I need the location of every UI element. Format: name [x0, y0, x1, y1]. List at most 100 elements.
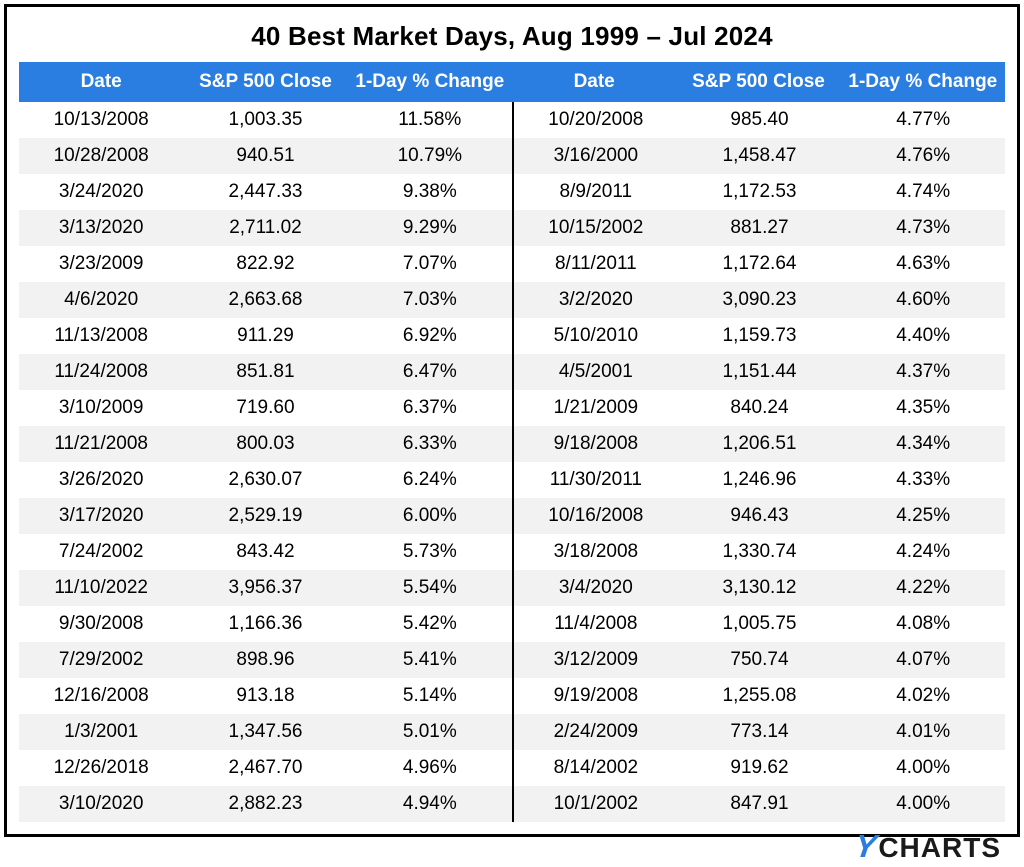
table-row: 9/19/20081,255.084.02%	[514, 678, 1005, 714]
table-row: 9/18/20081,206.514.34%	[514, 426, 1005, 462]
cell-date: 5/10/2010	[514, 325, 678, 347]
cell-change: 4.08%	[841, 613, 1005, 635]
cell-change: 4.00%	[841, 793, 1005, 815]
cell-change: 4.74%	[841, 181, 1005, 203]
cell-date: 10/28/2008	[19, 145, 183, 167]
cell-change: 7.03%	[348, 289, 512, 311]
table-row: 4/6/20202,663.687.03%	[19, 282, 512, 318]
cell-change: 4.77%	[841, 109, 1005, 131]
table-title: 40 Best Market Days, Aug 1999 – Jul 2024	[19, 17, 1005, 62]
cell-date: 3/10/2020	[19, 793, 183, 815]
cell-close: 1,005.75	[678, 613, 842, 635]
cell-change: 9.29%	[348, 217, 512, 239]
cell-date: 10/16/2008	[514, 505, 678, 527]
cell-close: 1,151.44	[678, 361, 842, 383]
cell-change: 4.34%	[841, 433, 1005, 455]
cell-date: 3/13/2020	[19, 217, 183, 239]
cell-change: 4.40%	[841, 325, 1005, 347]
cell-close: 1,255.08	[678, 685, 842, 707]
cell-date: 4/5/2001	[514, 361, 678, 383]
cell-change: 4.01%	[841, 721, 1005, 743]
cell-close: 851.81	[183, 361, 347, 383]
cell-close: 2,467.70	[183, 757, 347, 779]
cell-close: 1,347.56	[183, 721, 347, 743]
cell-change: 4.35%	[841, 397, 1005, 419]
cell-date: 3/16/2000	[514, 145, 678, 167]
cell-date: 11/13/2008	[19, 325, 183, 347]
col-header-close-right: S&P 500 Close	[676, 71, 840, 93]
cell-close: 2,447.33	[183, 181, 347, 203]
table-row: 9/30/20081,166.365.42%	[19, 606, 512, 642]
table-row: 8/14/2002919.624.00%	[514, 750, 1005, 786]
cell-date: 2/24/2009	[514, 721, 678, 743]
col-header-change-right: 1-Day % Change	[841, 71, 1005, 93]
table-row: 3/4/20203,130.124.22%	[514, 570, 1005, 606]
cell-change: 9.38%	[348, 181, 512, 203]
table-left-block: 10/13/20081,003.3511.58%10/28/2008940.51…	[19, 102, 512, 822]
cell-change: 6.47%	[348, 361, 512, 383]
cell-close: 2,529.19	[183, 505, 347, 527]
cell-date: 1/21/2009	[514, 397, 678, 419]
cell-change: 4.37%	[841, 361, 1005, 383]
cell-date: 10/20/2008	[514, 109, 678, 131]
table-row: 12/16/2008913.185.14%	[19, 678, 512, 714]
cell-date: 8/9/2011	[514, 181, 678, 203]
cell-close: 1,166.36	[183, 613, 347, 635]
cell-date: 3/12/2009	[514, 649, 678, 671]
cell-close: 913.18	[183, 685, 347, 707]
cell-close: 1,172.64	[678, 253, 842, 275]
cell-close: 843.42	[183, 541, 347, 563]
cell-change: 4.60%	[841, 289, 1005, 311]
cell-date: 10/1/2002	[514, 793, 678, 815]
cell-change: 5.42%	[348, 613, 512, 635]
cell-date: 9/19/2008	[514, 685, 678, 707]
cell-change: 6.37%	[348, 397, 512, 419]
cell-change: 5.73%	[348, 541, 512, 563]
table-row: 8/11/20111,172.644.63%	[514, 246, 1005, 282]
cell-date: 3/17/2020	[19, 505, 183, 527]
logo-text: CHARTS	[878, 832, 1001, 864]
table-row: 3/13/20202,711.029.29%	[19, 210, 512, 246]
cell-change: 5.41%	[348, 649, 512, 671]
cell-change: 4.94%	[348, 793, 512, 815]
table-row: 11/10/20223,956.375.54%	[19, 570, 512, 606]
table-row: 3/16/20001,458.474.76%	[514, 138, 1005, 174]
table-row: 8/9/20111,172.534.74%	[514, 174, 1005, 210]
cell-close: 800.03	[183, 433, 347, 455]
cell-change: 4.76%	[841, 145, 1005, 167]
cell-date: 12/16/2008	[19, 685, 183, 707]
table-row: 5/10/20101,159.734.40%	[514, 318, 1005, 354]
cell-close: 822.92	[183, 253, 347, 275]
cell-change: 5.01%	[348, 721, 512, 743]
cell-change: 4.07%	[841, 649, 1005, 671]
logo-accent-letter: Y	[852, 828, 880, 865]
cell-date: 1/3/2001	[19, 721, 183, 743]
table-header-row: Date S&P 500 Close 1-Day % Change Date S…	[19, 62, 1005, 102]
table-row: 7/24/2002843.425.73%	[19, 534, 512, 570]
cell-date: 7/24/2002	[19, 541, 183, 563]
cell-date: 7/29/2002	[19, 649, 183, 671]
cell-close: 898.96	[183, 649, 347, 671]
col-header-close-left: S&P 500 Close	[183, 71, 347, 93]
table-row: 3/10/2009719.606.37%	[19, 390, 512, 426]
cell-date: 4/6/2020	[19, 289, 183, 311]
table-row: 3/17/20202,529.196.00%	[19, 498, 512, 534]
cell-date: 3/2/2020	[514, 289, 678, 311]
cell-close: 1,172.53	[678, 181, 842, 203]
cell-date: 11/4/2008	[514, 613, 678, 635]
cell-close: 750.74	[678, 649, 842, 671]
table-row: 1/3/20011,347.565.01%	[19, 714, 512, 750]
footer: Y CHARTS	[19, 822, 1005, 867]
table-row: 11/30/20111,246.964.33%	[514, 462, 1005, 498]
cell-change: 5.14%	[348, 685, 512, 707]
cell-close: 840.24	[678, 397, 842, 419]
table-row: 12/26/20182,467.704.96%	[19, 750, 512, 786]
cell-close: 911.29	[183, 325, 347, 347]
cell-date: 11/21/2008	[19, 433, 183, 455]
table-row: 2/24/2009773.144.01%	[514, 714, 1005, 750]
cell-date: 10/13/2008	[19, 109, 183, 131]
cell-change: 6.92%	[348, 325, 512, 347]
table-row: 3/18/20081,330.744.24%	[514, 534, 1005, 570]
cell-change: 4.24%	[841, 541, 1005, 563]
cell-close: 881.27	[678, 217, 842, 239]
